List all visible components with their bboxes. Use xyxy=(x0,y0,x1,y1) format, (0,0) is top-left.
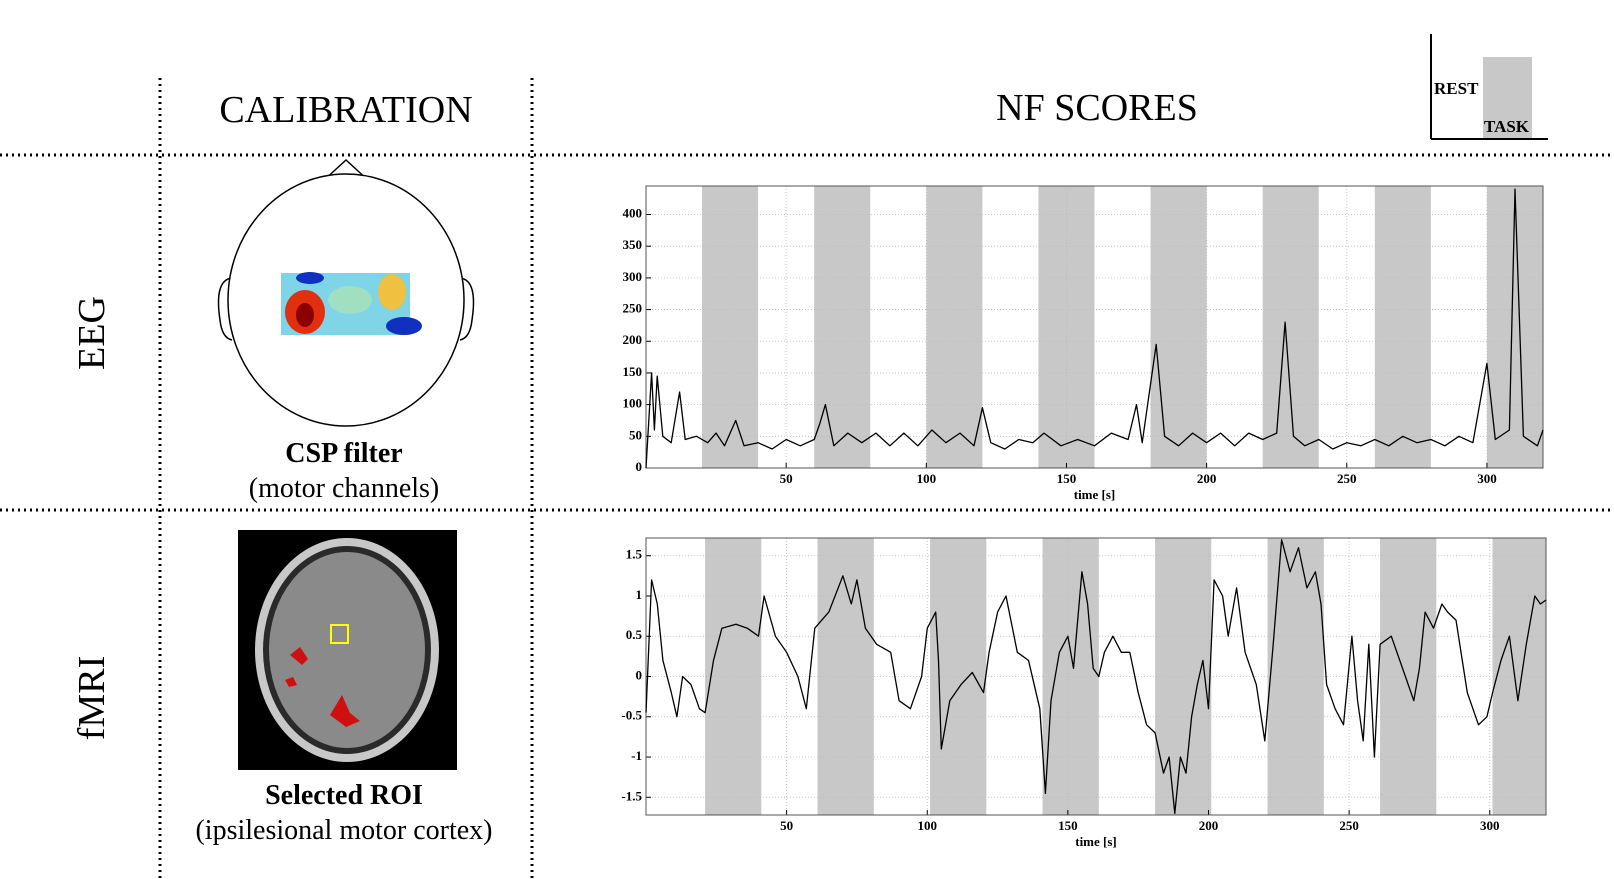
y-tick-label: 200 xyxy=(623,332,643,347)
x-axis-label: time [s] xyxy=(1075,834,1117,849)
x-tick-label: 150 xyxy=(1057,471,1077,486)
task-period xyxy=(926,186,983,468)
row-label: fMRI xyxy=(71,656,113,740)
x-tick-label: 50 xyxy=(780,818,793,833)
roi-image xyxy=(238,530,457,770)
x-tick-label: 200 xyxy=(1197,471,1217,486)
x-tick-label: 50 xyxy=(780,471,793,486)
y-tick-label: 0 xyxy=(636,459,643,474)
task-period xyxy=(1262,186,1319,468)
x-tick-label: 300 xyxy=(1480,818,1500,833)
task-period xyxy=(1150,186,1207,468)
x-axis-label: time [s] xyxy=(1074,487,1116,502)
task-period xyxy=(702,186,759,468)
row-label: EEG xyxy=(71,296,113,370)
x-tick-label: 150 xyxy=(1058,818,1078,833)
x-tick-label: 250 xyxy=(1339,818,1359,833)
nf-score-line xyxy=(645,188,1544,469)
x-tick-label: 250 xyxy=(1337,471,1357,486)
legend-task-swatch xyxy=(1483,57,1532,138)
column-header: CALIBRATION xyxy=(219,89,472,131)
x-tick-label: 100 xyxy=(917,471,937,486)
legend-label: REST xyxy=(1434,79,1479,98)
y-tick-label: 0.5 xyxy=(626,627,643,642)
calibration-subtitle: (motor channels) xyxy=(249,473,440,504)
calibration-title: CSP filter xyxy=(285,438,402,469)
csp-topoplot xyxy=(217,158,475,427)
y-tick-label: 300 xyxy=(623,269,643,284)
legend-label: TASK xyxy=(1484,117,1530,136)
x-tick-label: 100 xyxy=(918,818,938,833)
y-tick-label: 150 xyxy=(623,364,643,379)
column-header: NF SCORES xyxy=(996,87,1198,129)
y-tick-label: -1 xyxy=(631,748,642,763)
y-tick-label: 1 xyxy=(636,587,643,602)
task-period xyxy=(1486,186,1543,468)
task-period xyxy=(814,186,871,468)
y-tick-label: 400 xyxy=(623,206,643,221)
y-tick-label: 0 xyxy=(636,667,643,682)
x-tick-label: 300 xyxy=(1477,471,1497,486)
y-tick-label: 350 xyxy=(623,237,643,252)
x-tick-label: 200 xyxy=(1199,818,1219,833)
y-tick-label: -1.5 xyxy=(621,788,642,803)
calibration-subtitle: (ipsilesional motor cortex) xyxy=(195,815,492,846)
task-period xyxy=(1374,186,1431,468)
nf-score-line xyxy=(645,538,1547,815)
y-tick-label: 1.5 xyxy=(626,547,643,562)
plot-frame xyxy=(645,185,1544,469)
y-tick-label: -0.5 xyxy=(621,708,642,723)
plot-frame xyxy=(645,537,1547,816)
legend: REST TASK xyxy=(1430,34,1548,140)
calibration-title: Selected ROI xyxy=(265,780,423,811)
y-tick-label: 50 xyxy=(629,427,642,442)
y-tick-label: 250 xyxy=(623,301,643,316)
y-tick-label: 100 xyxy=(623,396,643,411)
